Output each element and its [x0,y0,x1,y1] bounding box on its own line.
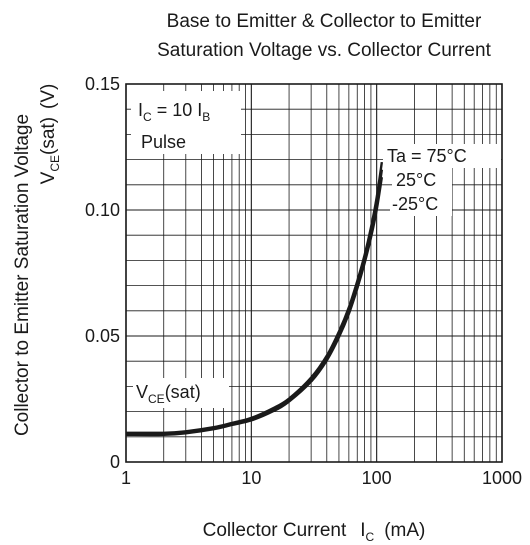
y-axis-label-main: Collector to Emitter Saturation Voltage [12,114,33,436]
y-tick-label: 0.05 [85,326,120,346]
plot-frame [125,83,503,463]
y-tick-label: 0 [110,452,120,472]
conditions-box [131,91,241,154]
series-label-75: Ta = 75°C [387,146,467,166]
y-axis-label-symbol: VCE(sat)(V) [38,84,62,185]
chart-title-line-1: Base to Emitter & Collector to Emitter [167,11,482,32]
curve-label-box [133,378,229,408]
condition-ic: IC = 10 IB [138,100,210,124]
chart-title-line-2: Saturation Voltage vs. Collector Current [157,40,491,61]
x-axis-label: Collector Current IC (mA) [203,520,426,544]
x-tick-label: 1 [121,468,131,488]
x-tick-label: 100 [362,468,392,488]
y-tick-label: 0.10 [85,200,120,220]
series-label-box-1 [383,144,501,168]
x-tick-label: 1000 [482,468,522,488]
tick-labels: 1 10 100 1000 0 0.05 0.10 0.15 [85,74,522,488]
series-label-box-2 [392,168,452,192]
series-label-box-3 [390,192,452,216]
series-label-25: 25°C [396,170,436,190]
x-tick-label: 10 [241,468,261,488]
curve-label: VCE(sat) [136,382,201,406]
series-line-2 [125,177,384,437]
series-label-minus25: -25°C [392,194,438,214]
y-tick-label: 0.15 [85,74,120,94]
series-curves [125,161,384,437]
condition-mode: Pulse [141,132,186,152]
